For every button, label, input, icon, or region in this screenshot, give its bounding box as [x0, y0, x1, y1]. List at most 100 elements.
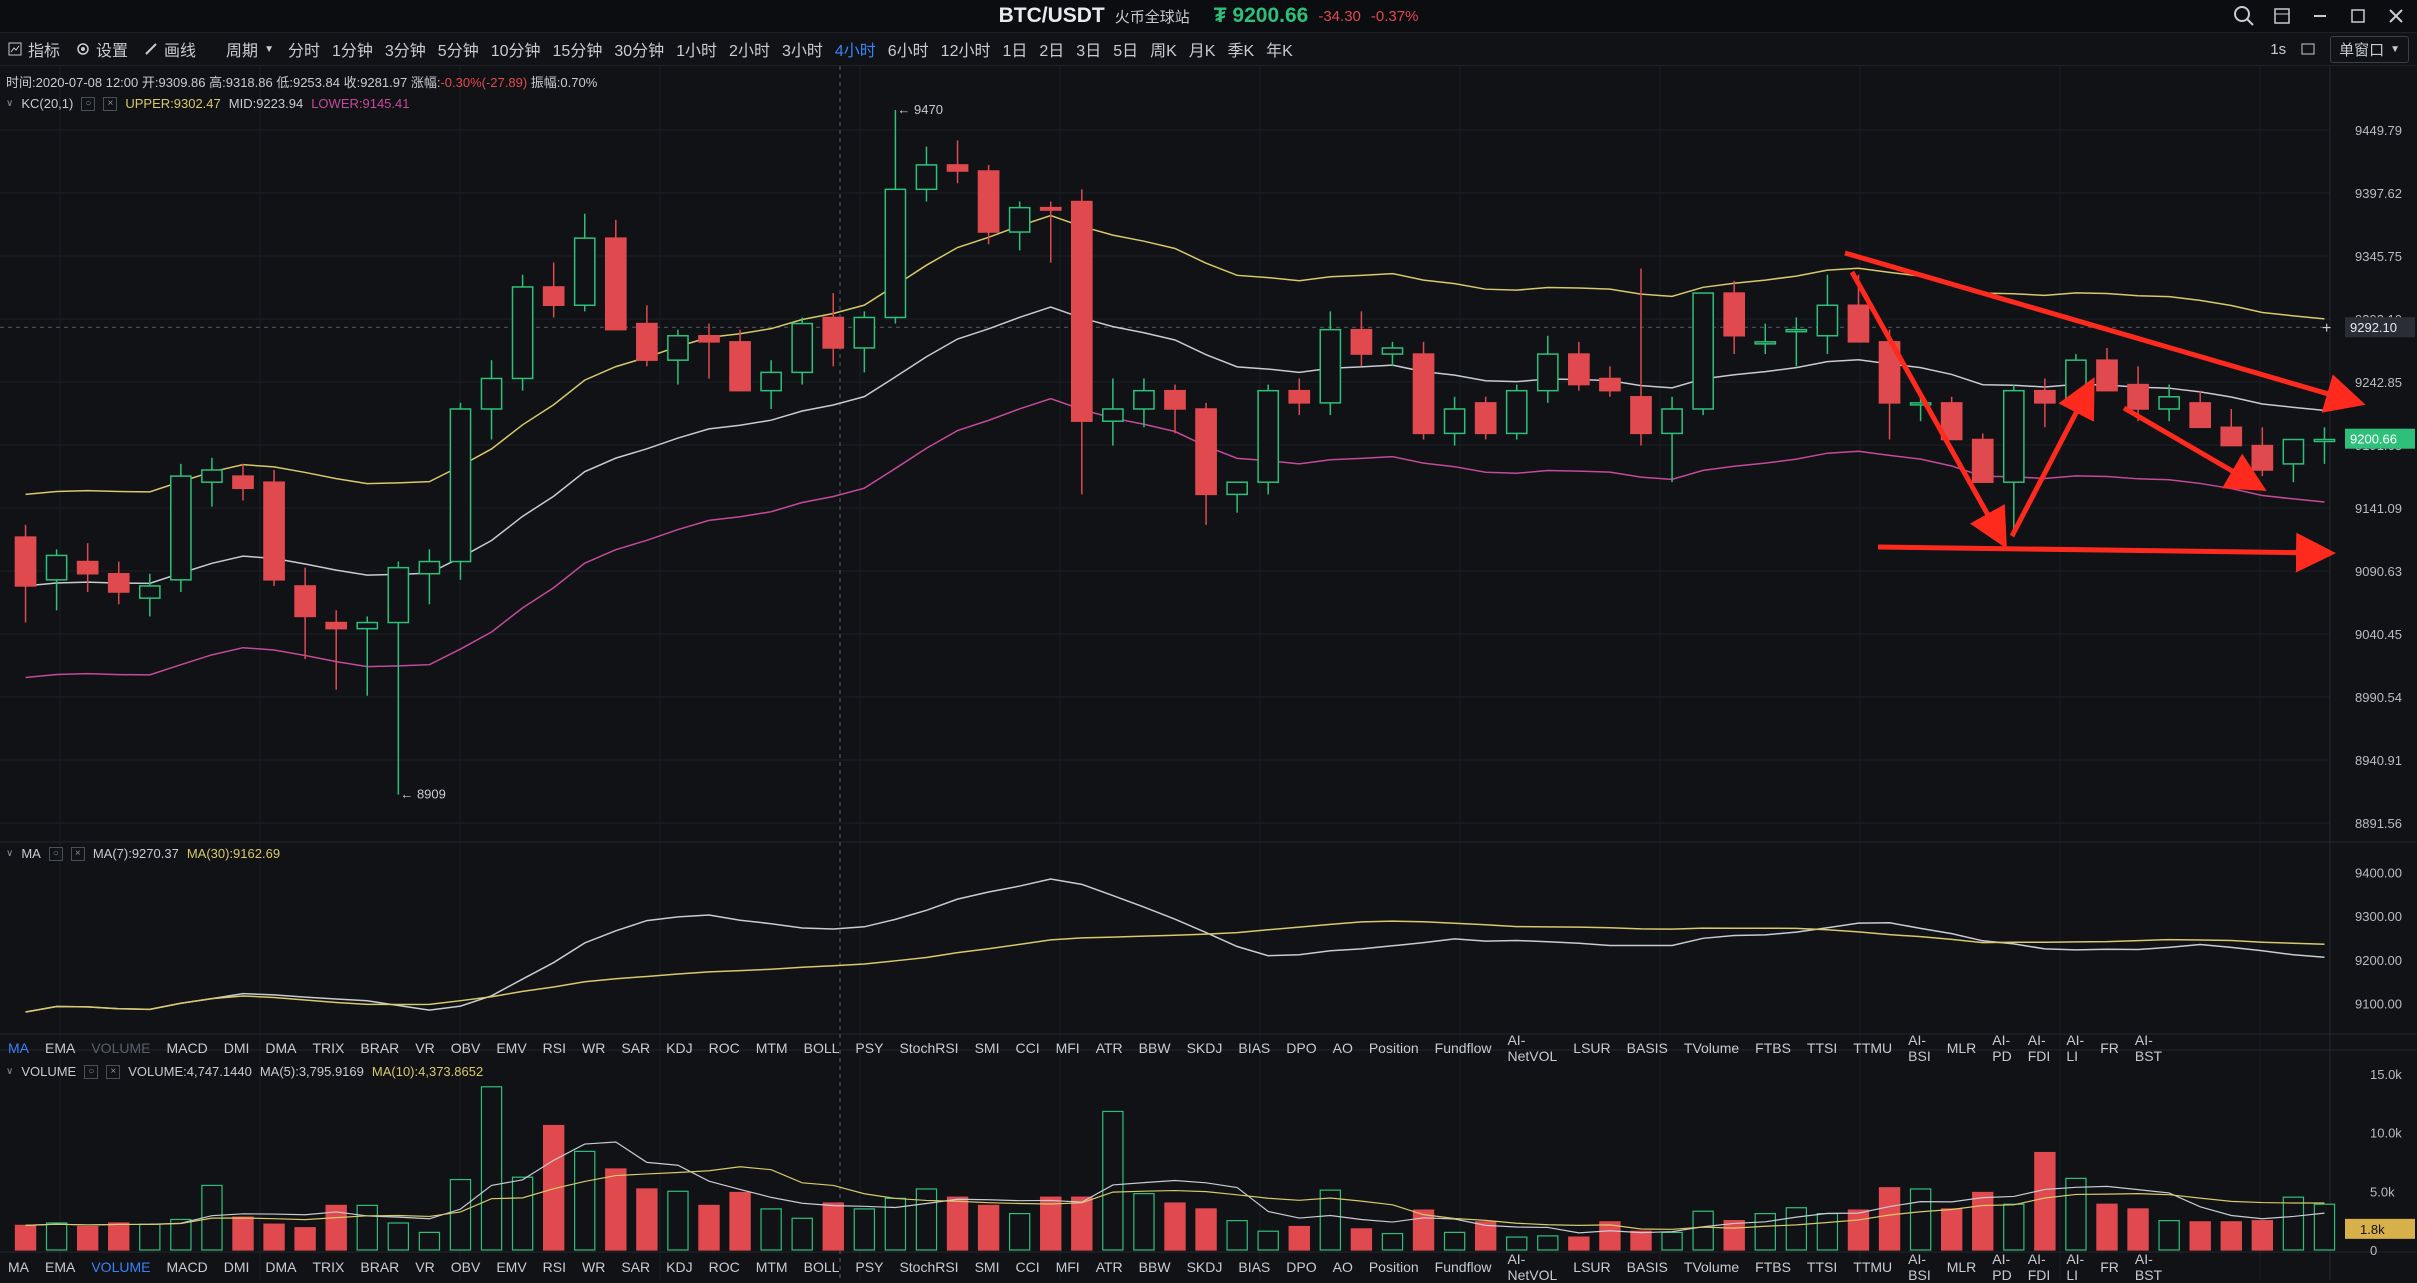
period-option[interactable]: 1日 — [1002, 43, 1028, 60]
indicator-tab[interactable]: VR — [415, 1040, 435, 1056]
indicator-tab[interactable]: KDJ — [666, 1040, 693, 1056]
period-option[interactable]: 5日 — [1113, 43, 1139, 60]
indicator-tab[interactable]: AI-FDI — [2027, 1251, 2051, 1283]
indicator-tab[interactable]: OBV — [450, 1040, 481, 1056]
indicator-tab[interactable]: RSI — [542, 1040, 567, 1056]
indicator-tab[interactable]: EMA — [45, 1259, 76, 1275]
refresh-interval[interactable]: 1s — [2270, 40, 2287, 58]
indicator-tab[interactable]: PSY — [855, 1259, 884, 1275]
minimize-icon[interactable] — [2307, 3, 2333, 29]
indicator-tab[interactable]: ATR — [1095, 1259, 1123, 1275]
indicator-tab[interactable]: KDJ — [666, 1259, 693, 1275]
indicator-tab[interactable]: TVolume — [1683, 1040, 1740, 1056]
maximize-icon[interactable] — [2345, 3, 2371, 29]
period-option[interactable]: 30分钟 — [614, 43, 665, 60]
indicator-tab[interactable]: MLR — [1946, 1040, 1977, 1056]
indicator-tab[interactable]: EMV — [496, 1259, 527, 1275]
indicator-tab[interactable]: VOLUME — [91, 1040, 151, 1056]
indicator-tab[interactable]: AI-LI — [2066, 1251, 2085, 1283]
period-option[interactable]: 2小时 — [729, 43, 770, 60]
indicator-tab[interactable]: SKDJ — [1186, 1259, 1223, 1275]
indicator-tab[interactable]: EMV — [496, 1040, 527, 1056]
indicator-tab[interactable]: SMI — [974, 1040, 1000, 1056]
close-icon[interactable] — [2383, 3, 2409, 29]
indicator-tab[interactable]: WR — [582, 1040, 606, 1056]
indicator-tab[interactable]: SAR — [621, 1040, 651, 1056]
period-option[interactable]: 5分钟 — [437, 43, 479, 60]
indicator-tab[interactable]: WR — [582, 1259, 606, 1275]
period-option[interactable]: 月K — [1188, 43, 1216, 60]
indicator-tab[interactable]: TRIX — [312, 1040, 345, 1056]
indicator-tab[interactable]: BRAR — [360, 1040, 400, 1056]
indicator-tab[interactable]: BIAS — [1238, 1040, 1271, 1056]
indicator-tab[interactable]: OBV — [450, 1259, 481, 1275]
indicator-tab[interactable]: EMA — [45, 1040, 76, 1056]
indicator-tab[interactable]: FR — [2100, 1040, 2119, 1056]
close-icon[interactable]: × — [103, 96, 118, 111]
indicator-tab[interactable]: DMA — [265, 1259, 297, 1275]
period-option[interactable]: 6小时 — [887, 43, 929, 60]
indicator-tab[interactable]: LSUR — [1573, 1259, 1611, 1275]
indicator-tab[interactable]: Position — [1368, 1259, 1419, 1275]
period-option[interactable]: 15分钟 — [552, 43, 603, 60]
search-icon[interactable] — [2231, 3, 2257, 29]
indicator-tab[interactable]: AI-PD — [1992, 1251, 2012, 1283]
indicator-tab[interactable]: ATR — [1095, 1040, 1123, 1056]
period-option[interactable]: 12小时 — [940, 43, 991, 60]
settings-button[interactable]: 设置 — [68, 37, 136, 61]
indicator-tab[interactable]: SMI — [974, 1259, 1000, 1275]
settings-icon[interactable]: ○ — [48, 846, 63, 861]
indicator-tab[interactable]: VR — [415, 1259, 435, 1275]
indicator-tab[interactable]: AI-FDI — [2027, 1032, 2051, 1064]
chart-area[interactable]: ← 9470 ← 8909 9449.79 9397.62 9345.75 9292.1… — [0, 66, 2417, 1280]
period-option[interactable]: 1小时 — [676, 43, 718, 60]
collapse-chevron-icon[interactable]: ∨ — [6, 848, 14, 859]
window-mode-select[interactable]: 单窗口 ▼ — [2330, 35, 2409, 63]
indicator-tab[interactable]: BIAS — [1238, 1259, 1271, 1275]
indicator-tab[interactable]: PSY — [855, 1040, 884, 1056]
indicator-tab[interactable]: TTSI — [1806, 1040, 1838, 1056]
indicator-tab[interactable]: StochRSI — [899, 1259, 959, 1275]
period-option[interactable]: 周K — [1150, 43, 1177, 60]
indicator-tab[interactable]: SAR — [621, 1259, 651, 1275]
indicator-tab[interactable]: AI-PD — [1992, 1032, 2012, 1064]
indicator-tab[interactable]: FR — [2100, 1259, 2119, 1275]
indicator-tab[interactable]: MA — [8, 1040, 29, 1056]
indicator-tab[interactable]: MLR — [1946, 1259, 1977, 1275]
collapse-chevron-icon[interactable]: ∨ — [6, 1066, 14, 1077]
indicator-tab[interactable]: Fundflow — [1434, 1259, 1492, 1275]
indicator-tab[interactable]: StochRSI — [899, 1040, 959, 1056]
period-option[interactable]: 10分钟 — [490, 43, 541, 60]
collapse-chevron-icon[interactable]: ∨ — [6, 98, 14, 109]
pin-icon[interactable] — [2269, 3, 2295, 29]
indicator-tab[interactable]: AI-BSI — [1908, 1032, 1931, 1064]
indicator-tab[interactable]: Fundflow — [1434, 1040, 1492, 1056]
indicator-tab[interactable]: BASIS — [1626, 1040, 1668, 1056]
indicator-tab[interactable]: AO — [1332, 1040, 1353, 1056]
indicator-tab[interactable]: MA — [8, 1259, 29, 1275]
indicator-tab[interactable]: BBW — [1138, 1259, 1171, 1275]
indicator-tab[interactable]: DMI — [223, 1259, 250, 1275]
indicator-tab[interactable]: CCI — [1015, 1259, 1040, 1275]
indicator-tab[interactable]: VOLUME — [91, 1259, 151, 1275]
indicator-tab[interactable]: MFI — [1055, 1040, 1080, 1056]
indicator-tab[interactable]: DPO — [1286, 1040, 1317, 1056]
period-option[interactable]: 3日 — [1076, 43, 1102, 60]
period-option[interactable]: 3分钟 — [384, 43, 426, 60]
indicator-tab[interactable]: TTMU — [1853, 1259, 1893, 1275]
settings-icon[interactable]: ○ — [84, 1064, 99, 1079]
indicator-tab[interactable]: BOLL — [803, 1040, 840, 1056]
period-option[interactable]: 分时 — [287, 43, 320, 60]
draw-button[interactable]: 画线 — [136, 37, 204, 61]
period-dropdown[interactable]: 周期 ▼ — [218, 37, 282, 61]
indicator-button[interactable]: 指标 — [0, 37, 68, 61]
indicator-tab[interactable]: BASIS — [1626, 1259, 1668, 1275]
period-option[interactable]: 季K — [1227, 43, 1255, 60]
indicator-tab[interactable]: BRAR — [360, 1259, 400, 1275]
indicator-tab[interactable]: AI-LI — [2066, 1032, 2085, 1064]
indicator-tab[interactable]: BBW — [1138, 1040, 1171, 1056]
indicator-tab[interactable]: BOLL — [803, 1259, 840, 1275]
indicator-tab[interactable]: ROC — [708, 1040, 740, 1056]
indicator-tab[interactable]: CCI — [1015, 1040, 1040, 1056]
indicator-tab[interactable]: Position — [1368, 1040, 1419, 1056]
